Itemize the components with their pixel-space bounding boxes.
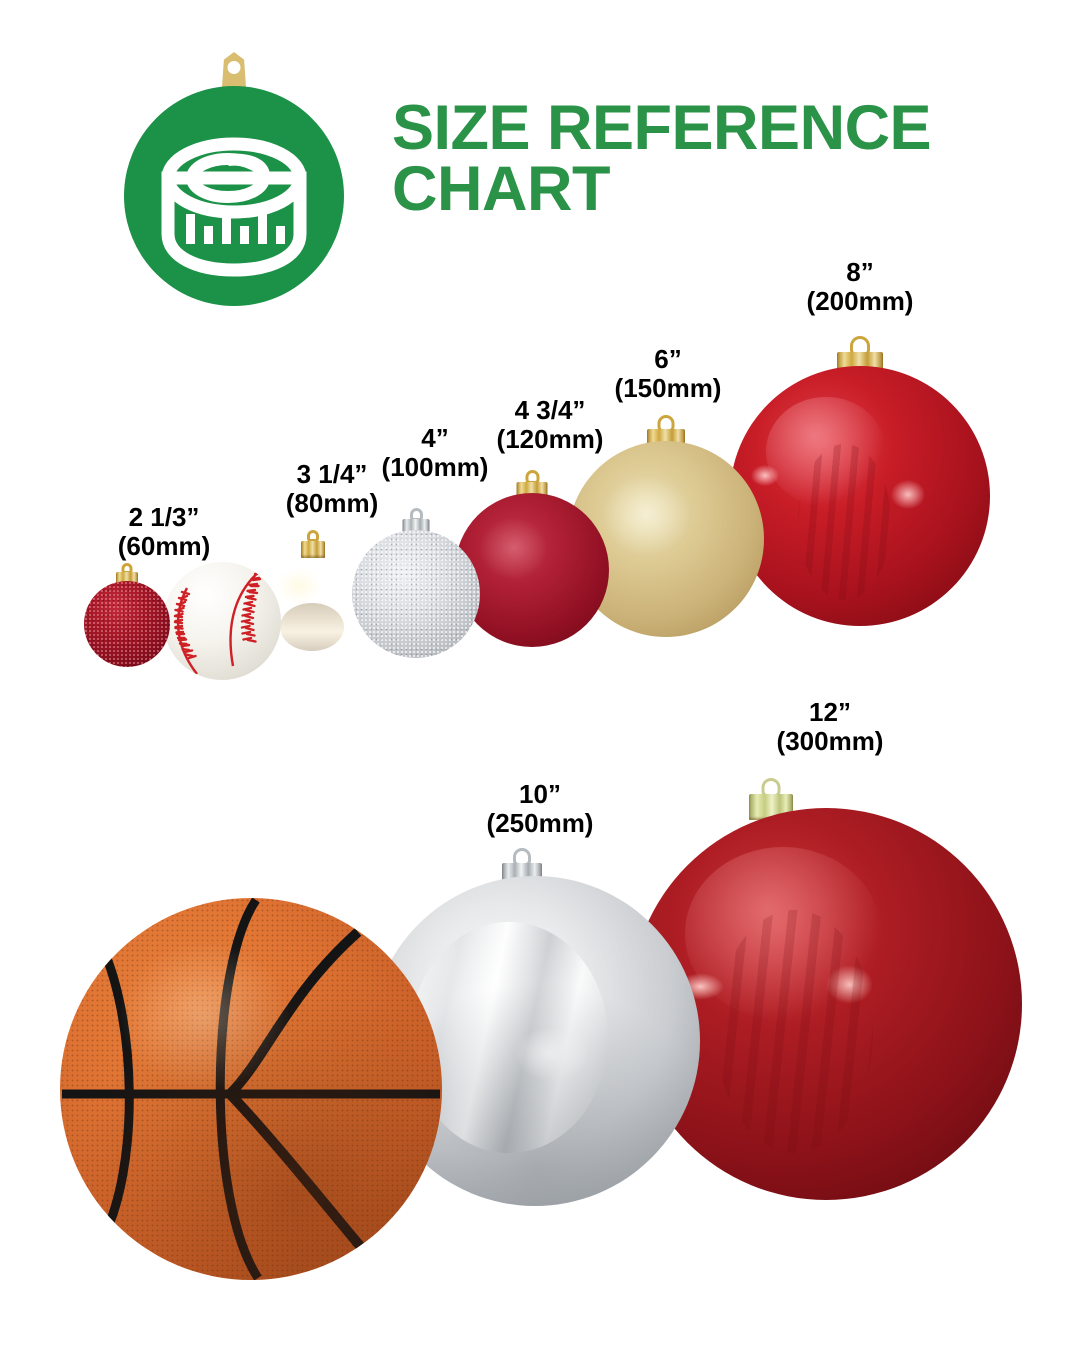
logo-cap-hole-icon [227, 61, 241, 74]
label-300mm-value: (300mm) [776, 726, 884, 757]
ornament-cap-body [301, 540, 325, 558]
baseball [163, 562, 281, 682]
baseball-stitching-icon [173, 569, 264, 675]
basketball-texture [60, 898, 442, 1280]
label-3-1-4in-value: 3 1/4” [296, 459, 368, 489]
reflection-streaks [716, 909, 874, 1153]
reflection-streaks [797, 444, 892, 600]
soft-highlight [603, 476, 690, 555]
page-title-line-2: CHART [392, 154, 610, 225]
specular-dot-right [826, 964, 874, 1004]
ornament-cap-gold-icon [301, 530, 325, 558]
label-4in-100mm: 4” (100mm) [345, 423, 525, 483]
page-title-line-1: SIZE REFERENCE [392, 93, 932, 163]
specular-highlight [275, 567, 322, 605]
brand-logo [124, 52, 344, 320]
ornament-loop-icon [307, 530, 319, 542]
label-12in-value: 12” [809, 697, 851, 727]
soft-highlight [479, 517, 548, 580]
label-10in-value: 10” [519, 779, 561, 809]
page-title: SIZE REFERENCE CHART [392, 97, 992, 225]
ornament-4in-silver-glitter [352, 508, 480, 684]
label-12in-300mm: 12” (300mm) [640, 697, 1020, 757]
label-8in-value: 8” [846, 257, 874, 287]
label-2-1-3in-value: 2 1/3” [128, 502, 200, 532]
label-10in-250mm: 10” (250mm) [420, 779, 660, 839]
basketball-seams-icon [62, 898, 440, 1280]
label-3-1-4in-80mm: 3 1/4” (80mm) [248, 459, 416, 519]
ornament-2-1-3in-red-glitter [84, 563, 170, 683]
label-4in-value: 4” [421, 423, 449, 453]
specular-highlight [684, 847, 881, 1020]
label-6in-150mm: 6” (150mm) [578, 344, 758, 404]
specular-highlight [515, 1027, 588, 1081]
reflection-band [280, 602, 344, 651]
label-250mm-value: (250mm) [486, 808, 594, 839]
basketball-ball [60, 898, 442, 1280]
ornament-8in-red-shiny [730, 336, 990, 682]
baseball-ball [163, 562, 281, 680]
ornament-ball-4in [352, 530, 480, 658]
label-4-3-4in-value: 4 3/4” [514, 395, 586, 425]
label-80mm-value: (80mm) [285, 488, 379, 519]
specular-highlight [766, 397, 886, 507]
basketball [60, 898, 442, 1280]
label-4-3-4in-120mm: 4 3/4” (120mm) [455, 395, 645, 455]
label-200mm-value: (200mm) [806, 286, 914, 317]
specular-dot-right [891, 480, 925, 509]
label-2-1-3in-60mm: 2 1/3” (60mm) [75, 502, 253, 562]
measuring-tape-icon [161, 137, 307, 277]
label-150mm-value: (150mm) [614, 373, 722, 404]
label-8in-200mm: 8” (200mm) [730, 257, 990, 317]
label-120mm-value: (120mm) [496, 424, 604, 455]
label-6in-value: 6” [654, 344, 682, 374]
ornament-ball-2-1-3in [84, 581, 170, 667]
label-60mm-value: (60mm) [117, 531, 211, 562]
label-100mm-value: (100mm) [381, 452, 489, 483]
header: SIZE REFERENCE CHART [0, 0, 1080, 330]
ornament-ball-8in [730, 366, 990, 626]
